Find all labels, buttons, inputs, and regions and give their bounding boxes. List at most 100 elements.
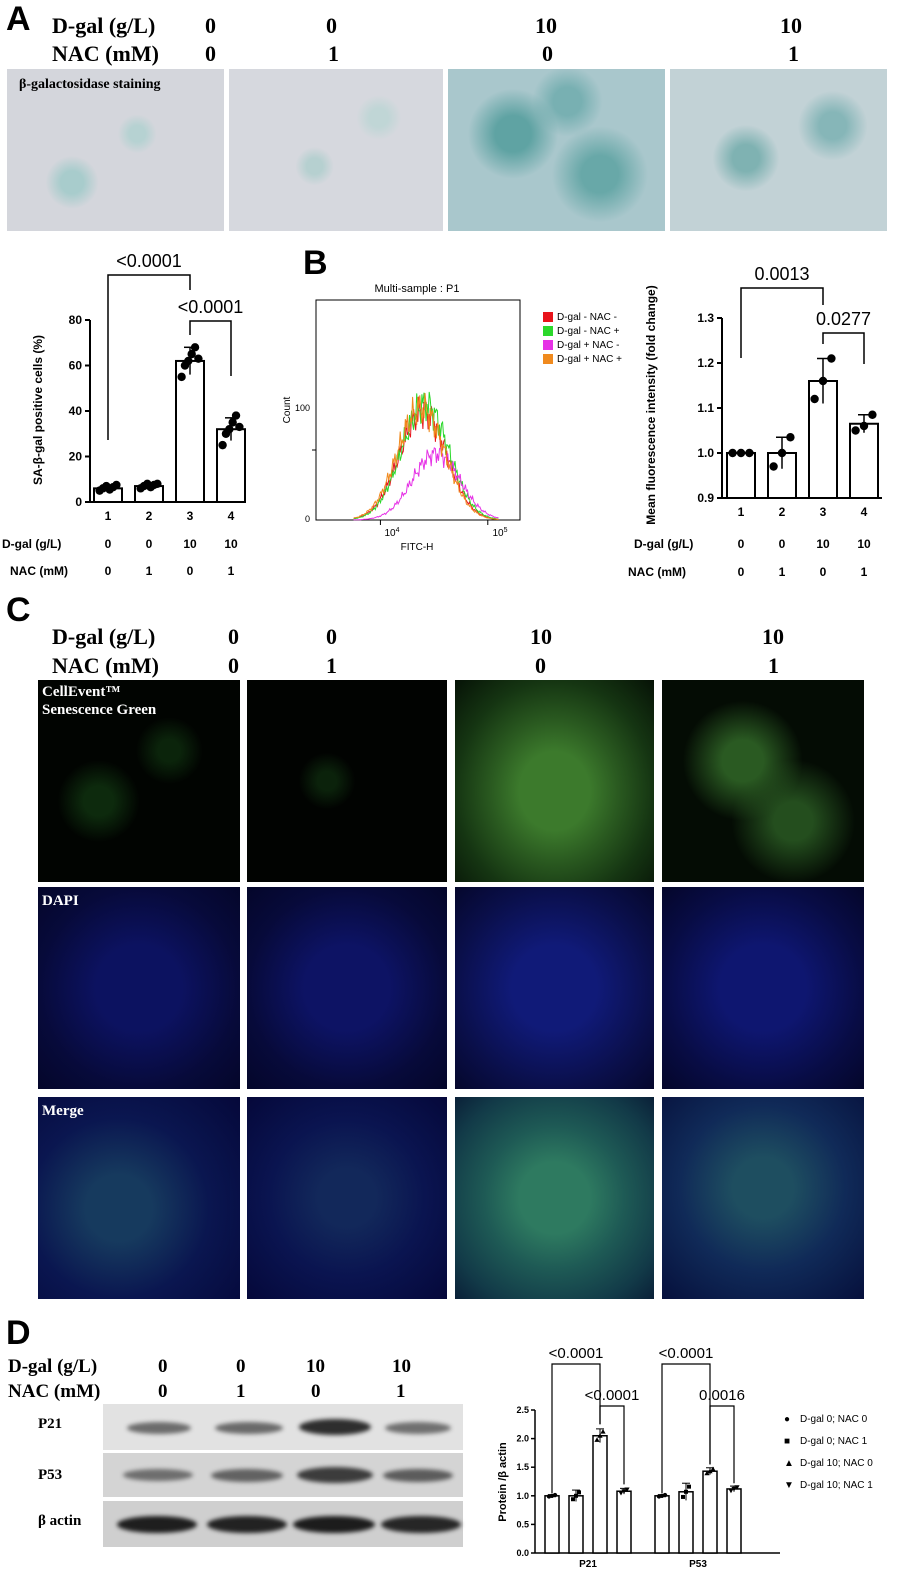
ytick-label-1: 20	[69, 450, 83, 464]
xtick-label-3: 3	[187, 509, 194, 523]
p21-band-1	[127, 1422, 191, 1434]
western-blot-p53	[103, 1453, 463, 1497]
row-nac-value-3: 0	[820, 565, 827, 579]
point-2-1	[769, 462, 778, 471]
protein-point-P21-2-1	[571, 1497, 575, 1502]
protein-ytick-label-5: 2.5	[516, 1405, 529, 1415]
panel-d-nac-val-4: 1	[396, 1381, 406, 1402]
bar-4	[849, 422, 879, 499]
flow-ytick-100: 100	[295, 403, 310, 413]
legend-item-1: ● D-gal 0; NAC 0	[784, 1409, 900, 1431]
significance-bracket-2	[822, 332, 865, 364]
panel-c-nac-val-3: 0	[535, 653, 546, 678]
p21-band-3	[299, 1419, 371, 1435]
panel-d-dgal-val-4: 10	[392, 1356, 411, 1377]
protein-bar-P21-2	[568, 1495, 584, 1554]
blot-label-beta-actin: β actin	[38, 1513, 82, 1529]
protein-legend: ● D-gal 0; NAC 0 ■ D-gal 0; NAC 1 ▲ D-gal 1…	[784, 1409, 900, 1497]
protein-ytick-label-4: 2.0	[516, 1434, 529, 1444]
panel-c-nac-val-2: 1	[326, 653, 337, 678]
merge-image-4	[662, 1097, 864, 1299]
legend-item-2: ■ D-gal 0; NAC 1	[784, 1431, 900, 1453]
row-dgal-value-3: 10	[816, 537, 830, 551]
legend-symbol-2: ■	[784, 1436, 791, 1447]
protein-p-value-4: 0.0016	[699, 1387, 745, 1404]
row-nac-value-4: 1	[228, 564, 235, 578]
protein-point-P21-2-2	[574, 1493, 578, 1498]
panel-c-nac-val-1: 0	[228, 653, 239, 678]
p21-band-4	[385, 1422, 451, 1434]
panel-d-nac-val-2: 1	[236, 1381, 246, 1402]
brightfield-image-4	[670, 69, 887, 231]
panel-a-dgal-label: D-gal (g/L)	[52, 13, 156, 38]
panel-d-nac-val-1: 0	[158, 1381, 168, 1402]
protein-ytick-label-1: 0.5	[516, 1519, 529, 1529]
legend-label-2: D-gal 0; NAC 1	[800, 1436, 868, 1447]
panel-c-nac-label: NAC (mM)	[52, 653, 159, 678]
panel-c-dgal-val-1: 0	[228, 624, 239, 649]
blot-label-p21: P21	[38, 1416, 63, 1432]
point-2-3	[786, 433, 795, 442]
protein-point-P53-3-3	[710, 1466, 716, 1472]
flow-ytick-0: 0	[305, 514, 310, 524]
p-value-1: <0.0001	[116, 251, 182, 271]
ytick-label-3: 1.2	[697, 356, 714, 370]
p-value-1: 0.0013	[754, 264, 809, 284]
xtick-label-2: 2	[779, 505, 786, 519]
flow-legend-swatch-1	[543, 312, 553, 322]
point-3-5	[190, 343, 200, 352]
senescence-green-image-2	[247, 680, 447, 882]
actin-band-4	[381, 1516, 461, 1533]
protein-point-P21-2-3	[577, 1490, 581, 1495]
panel-a-dgal-val-3: 10	[535, 13, 557, 38]
dapi-image-4	[662, 887, 864, 1089]
p-value-2: <0.0001	[178, 297, 244, 317]
flow-series-3	[353, 446, 499, 521]
row-dgal-value-2: 0	[146, 537, 153, 551]
flow-legend-label-3: D-gal + NAC -	[557, 340, 620, 351]
flow-xtick-10e4: 104	[384, 527, 399, 539]
row-nac-value-1: 0	[105, 564, 112, 578]
mfi-row-dgal: D-gal (g/L)	[634, 537, 693, 551]
flow-xtick-10e5: 105	[492, 527, 507, 539]
ytick-label-0: 0	[75, 495, 82, 509]
sa-beta-gal-row-dgal: D-gal (g/L)	[2, 537, 61, 551]
protein-point-P53-3-1	[704, 1470, 710, 1476]
legend-label-3: D-gal 10; NAC 0	[800, 1458, 873, 1469]
flow-legend-label-1: D-gal - NAC -	[557, 312, 617, 323]
protein-point-P21-3-1	[594, 1437, 600, 1442]
protein-point-P21-3-3	[600, 1429, 606, 1434]
merge-image-3	[455, 1097, 654, 1299]
protein-point-P53-2-3	[687, 1484, 691, 1489]
point-4-5	[231, 411, 241, 420]
row-dgal-value-3: 10	[183, 537, 197, 551]
protein-ytick-label-3: 1.5	[516, 1462, 529, 1472]
mfi-chart: Mean fluorescence intensity (fold change…	[628, 264, 882, 579]
panel-letter-a: A	[6, 0, 31, 38]
ytick-label-3: 60	[69, 359, 83, 373]
actin-band-1	[117, 1516, 197, 1533]
legend-item-3: ▲ D-gal 10; NAC 0	[784, 1453, 900, 1475]
bar-1	[726, 452, 756, 499]
protein-point-P53-2-1	[681, 1494, 685, 1499]
protein-bar-P53-2	[678, 1491, 694, 1554]
flow-title: Multi-sample : P1	[375, 283, 460, 295]
protein-point-P21-4-3	[624, 1487, 630, 1493]
point-4-3	[868, 410, 877, 419]
protein-bar-P53-3	[702, 1470, 718, 1554]
panel-d-nac-val-3: 0	[311, 1381, 321, 1402]
flow-legend-swatch-3	[543, 340, 553, 350]
xtick-label-4: 4	[228, 509, 235, 523]
protein-point-P53-2-2	[684, 1489, 688, 1494]
point-3-4	[187, 349, 196, 359]
brightfield-image-2	[229, 69, 443, 231]
xtick-label-4: 4	[861, 505, 868, 519]
point-4-6	[235, 422, 244, 432]
xtick-label-2: 2	[146, 509, 153, 523]
protein-ytick-label-2: 1.0	[516, 1491, 529, 1501]
flow-histogram: Multi-sample : P1 Count 100 0 104 105 FI…	[282, 283, 622, 553]
row-label-senescence-1: CellEvent™	[42, 684, 121, 700]
ytick-label-2: 1.1	[697, 401, 714, 415]
row-label-merge: Merge	[42, 1103, 84, 1119]
